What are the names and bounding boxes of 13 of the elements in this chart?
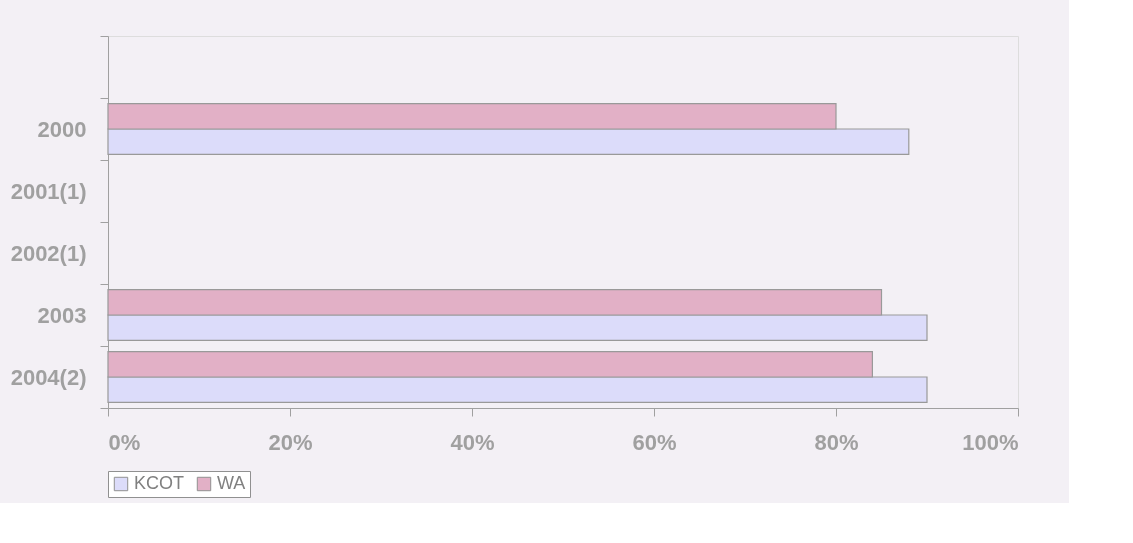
x-tick-label: 100% (962, 429, 1019, 455)
legend-label: KCOT (134, 473, 185, 493)
y-tick-label: 2000 (37, 116, 87, 142)
x-tick-label: 20% (268, 429, 313, 455)
x-tick-label: 60% (632, 429, 677, 455)
y-tick-label: 2002(1) (10, 240, 87, 266)
y-tick-label: 2004(2) (10, 364, 87, 390)
x-tick-label: 80% (814, 429, 859, 455)
x-tick-label: 40% (450, 429, 495, 455)
y-tick-label: 2003 (37, 302, 87, 328)
legend-label: WA (217, 473, 246, 493)
x-tick-label: 0% (108, 429, 141, 455)
y-tick-label: 2001(1) (10, 178, 87, 204)
